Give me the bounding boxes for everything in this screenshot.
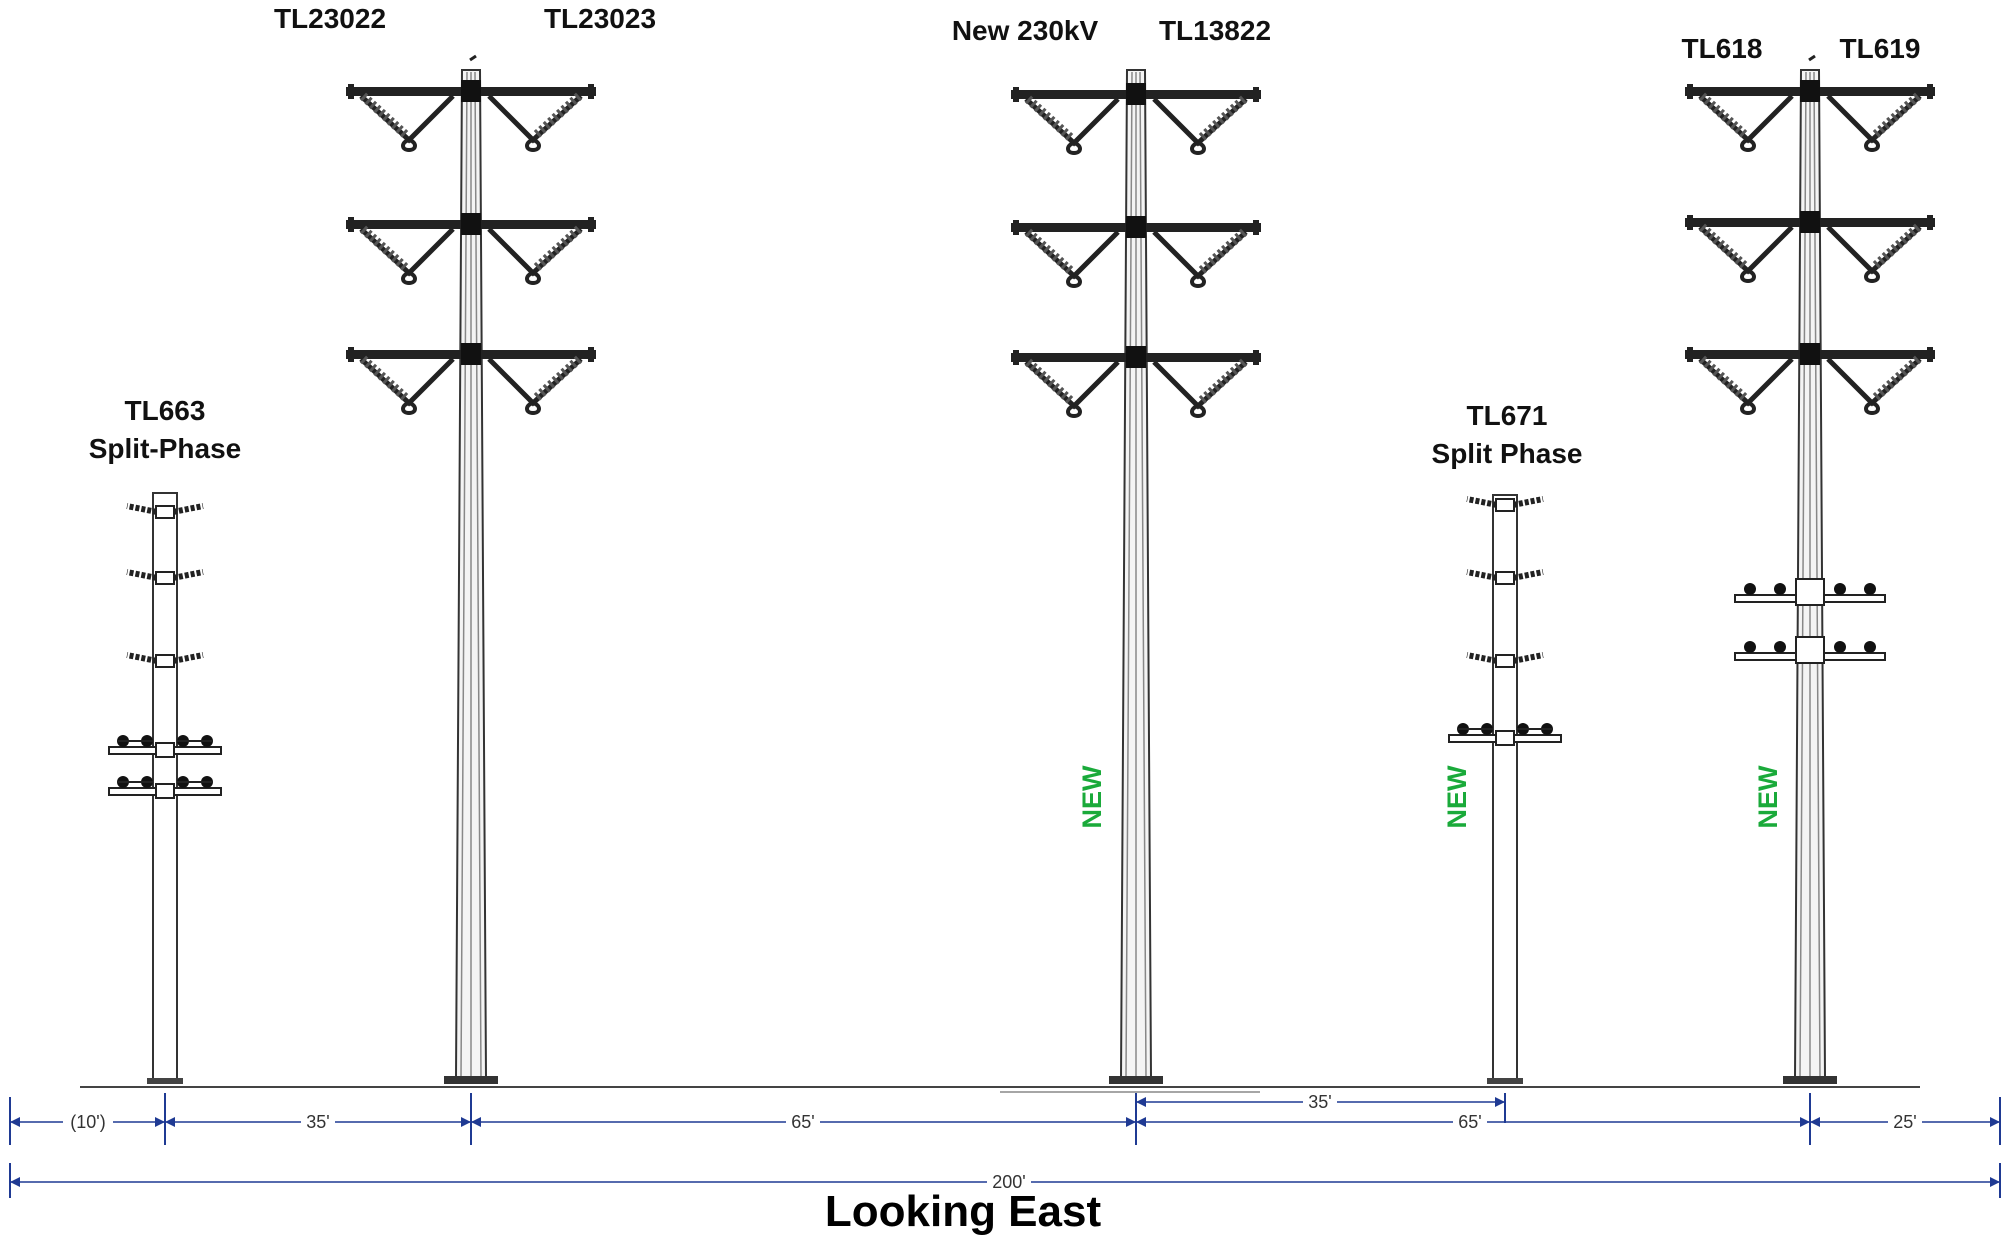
- dim-total: 200': [992, 1172, 1025, 1192]
- structure-tl663: TL663 Split-Phase: [89, 395, 241, 1084]
- new-label: NEW: [1753, 765, 1783, 829]
- dim-spacing-2: 35': [306, 1112, 329, 1132]
- structure-label-line1: New 230kV: [952, 15, 1099, 46]
- structure-label-line1: TL618: [1682, 33, 1763, 64]
- structure-label-line2: Split-Phase: [89, 433, 241, 464]
- view-caption: Looking East: [825, 1187, 1102, 1236]
- structure-new230-tl13822: New 230kV TL13822 NEW: [952, 15, 1271, 1084]
- structure-label-line1: TL671: [1467, 400, 1548, 431]
- structure-label-line2: Split Phase: [1432, 438, 1583, 469]
- new-label: NEW: [1077, 765, 1107, 829]
- dim-offset: 35': [1308, 1092, 1331, 1112]
- dim-spacing-4: 65': [1458, 1112, 1481, 1132]
- structure-label-line1: TL23022: [274, 3, 386, 34]
- structure-label-line1: TL663: [125, 395, 206, 426]
- dim-spacing-3: 65': [791, 1112, 814, 1132]
- wood-pole: [1492, 494, 1518, 1084]
- dim-spacing-1: (10'): [70, 1112, 105, 1132]
- structure-tl618-tl619: TL618 TL619 NEW: [1682, 33, 1935, 1084]
- structure-tl23022-tl23023: TL23022 TL23023: [274, 3, 656, 1084]
- dim-spacing-5: 25': [1893, 1112, 1916, 1132]
- structure-label-line2: TL23023: [544, 3, 656, 34]
- new-label: NEW: [1442, 765, 1472, 829]
- structure-label-line2: TL619: [1840, 33, 1921, 64]
- dimension-labels: (10') 35' 65' 65' 25' 35' 200': [63, 1091, 1922, 1193]
- structure-label-line2: TL13822: [1159, 15, 1271, 46]
- structure-tl671: TL671 Split Phase NEW: [1432, 400, 1583, 1084]
